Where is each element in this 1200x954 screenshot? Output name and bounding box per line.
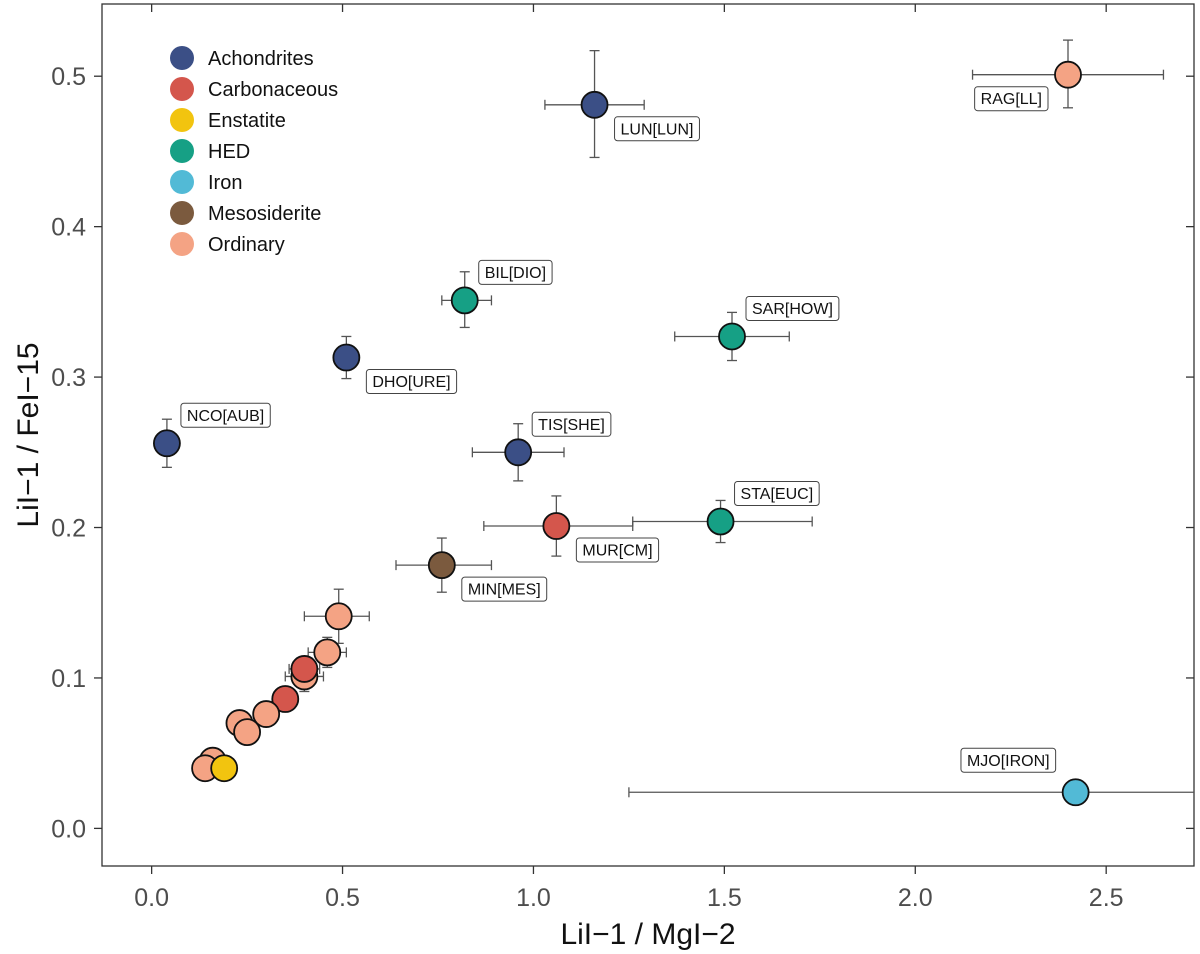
legend-label: Iron (208, 172, 242, 194)
point-label-box (734, 481, 820, 507)
point-label-box (960, 747, 1057, 773)
point-label-box (461, 576, 548, 602)
point-label-text: MJO[IRON] (967, 753, 1050, 770)
data-point (427, 551, 456, 580)
data-point (706, 507, 735, 536)
data-point (332, 343, 361, 372)
point-label-text: SAR[HOW] (752, 301, 833, 318)
x-tick-label: 0.0 (134, 884, 169, 912)
data-point (233, 718, 261, 747)
data-point (1054, 60, 1082, 89)
y-tick-label: 0.5 (51, 63, 86, 91)
data-point (504, 438, 533, 467)
point-label-box (531, 411, 612, 437)
point-label: BIL[DIO] (478, 259, 553, 285)
point-label-text: MIN[MES] (468, 582, 541, 599)
data-point (580, 90, 609, 119)
point-label-text: STA[EUC] (741, 486, 814, 503)
point-label-text: MUR[CM] (582, 543, 652, 560)
data-points (153, 60, 1090, 807)
point-label-text: DHO[URE] (372, 374, 450, 391)
legend-label: Mesosiderite (208, 203, 321, 225)
x-axis-title: LiI−1 / MgI−2 (560, 918, 735, 951)
point-label-box (575, 537, 660, 563)
x-tick-label: 1.0 (516, 884, 551, 912)
point-label-text: RAG[LL] (981, 91, 1042, 108)
point-label: LUN[LUN] (614, 116, 700, 142)
legend-marker (170, 108, 194, 132)
point-label: MJO[IRON] (960, 747, 1057, 773)
data-point (290, 655, 319, 683)
point-label-text: LUN[LUN] (621, 121, 694, 138)
legend-marker (170, 46, 194, 70)
error-bars (161, 39, 1195, 798)
point-label-text: NCO[AUB] (187, 408, 264, 425)
y-tick-label: 0.2 (51, 515, 86, 543)
y-tick-label: 0.1 (51, 665, 86, 693)
point-label: MIN[MES] (461, 576, 548, 602)
x-tick-label: 0.5 (325, 884, 360, 912)
point-label: NCO[AUB] (180, 402, 271, 428)
y-tick-label: 0.3 (51, 364, 86, 392)
data-point (324, 602, 353, 631)
legend-label: Achondrites (208, 48, 314, 70)
legend-marker (170, 232, 194, 256)
point-label: SAR[HOW] (745, 295, 840, 321)
data-point (153, 429, 181, 458)
point-label-box (974, 86, 1049, 112)
x-tick-label: 1.5 (707, 884, 742, 912)
point-label-box (180, 402, 271, 428)
point-label-text: TIS[SHE] (538, 417, 605, 434)
point-label-box (745, 295, 840, 321)
legend-marker (170, 139, 194, 163)
point-label-box (614, 116, 700, 142)
data-point (271, 685, 300, 713)
legend-label: Enstatite (208, 110, 286, 132)
legend-marker (170, 170, 194, 194)
point-labels: LUN[LUN] RAG[LL] BIL[DIO] SAR[HOW] DHO[URE] N… (180, 86, 1057, 773)
data-point (210, 754, 239, 783)
point-label: MUR[CM] (575, 537, 660, 563)
legend-label: Carbonaceous (208, 79, 338, 101)
point-label: STA[EUC] (734, 481, 820, 507)
data-point (450, 286, 479, 315)
legend-marker (170, 201, 194, 225)
point-label: RAG[LL] (974, 86, 1049, 112)
data-point (1061, 778, 1090, 807)
axes: 0.0 0.5 1.0 1.5 2.0 2.5 0.0 0.1 0.2 0.3 0.4 0.5 LiI−… (12, 3, 1195, 951)
point-label-text: BIL[DIO] (485, 265, 546, 282)
data-point (313, 638, 342, 667)
x-tick-label: 2.0 (898, 884, 933, 912)
point-label: TIS[SHE] (531, 411, 612, 437)
legend-label: HED (208, 141, 250, 163)
y-tick-label: 0.0 (51, 815, 86, 843)
point-label-box (478, 259, 553, 285)
legend-label: Ordinary (208, 234, 285, 256)
x-tick-label: 2.5 (1089, 884, 1124, 912)
data-point (252, 700, 281, 728)
legend-marker (170, 77, 194, 101)
point-label: DHO[URE] (365, 369, 458, 395)
legend: Achondrites Carbonaceous Enstatite HED Iron M… (170, 46, 338, 256)
plot-panel (101, 3, 1195, 867)
y-axis-title: LiI−1 / FeI−15 (12, 342, 45, 527)
point-label-box (365, 369, 458, 395)
y-tick-label: 0.4 (51, 214, 86, 242)
data-point (542, 512, 571, 540)
data-point (718, 322, 746, 351)
